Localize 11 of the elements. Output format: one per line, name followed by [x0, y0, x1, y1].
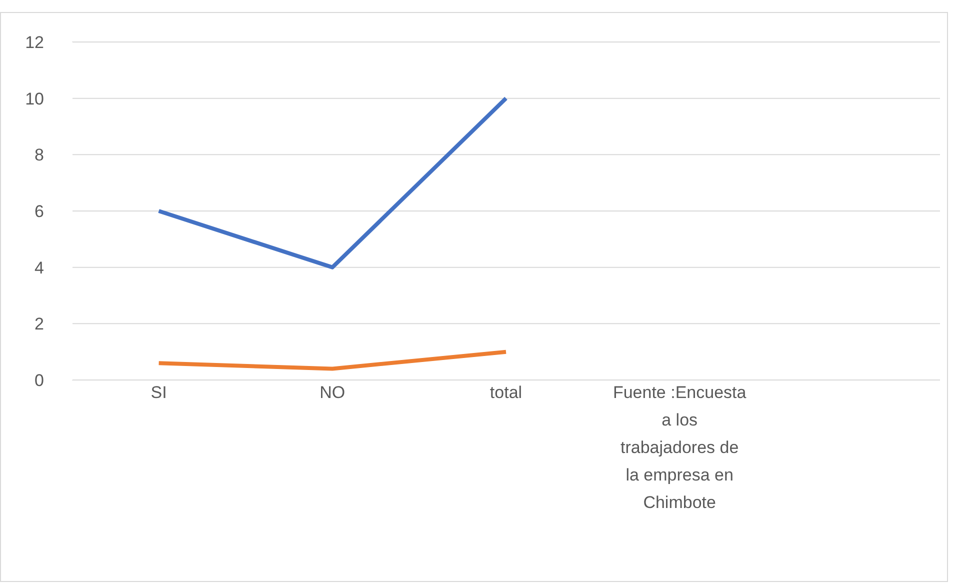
y-tick-label: 12: [25, 33, 44, 52]
x-tick-label: NO: [320, 383, 346, 402]
y-tick-label: 6: [34, 202, 44, 222]
x-tick-label: Fuente :Encuesta a los trabajadores de la empresa en Chimbote: [612, 383, 747, 512]
y-tick-label: 8: [34, 146, 44, 165]
y-tick-label: 2: [34, 314, 44, 334]
x-tick-label: SI: [150, 383, 167, 402]
x-tick-label: total: [490, 383, 522, 402]
y-tick-label: 0: [34, 371, 44, 390]
y-tick-label: 4: [34, 258, 44, 278]
y-tick-label: 10: [25, 89, 44, 108]
